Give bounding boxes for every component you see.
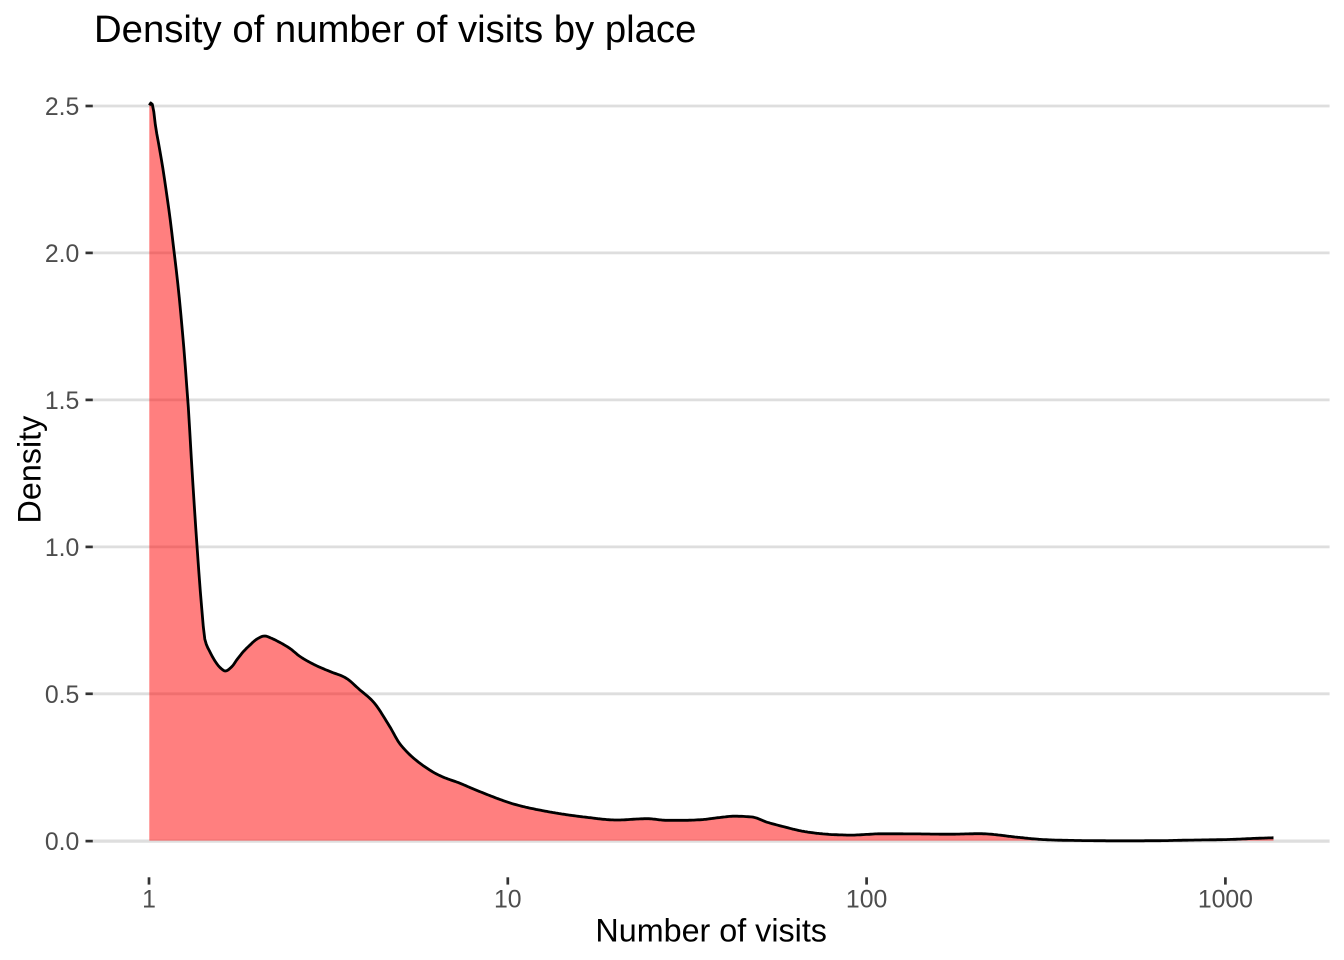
svg-text:1.5: 1.5 xyxy=(45,388,79,415)
svg-text:10: 10 xyxy=(494,887,522,914)
svg-text:0.5: 0.5 xyxy=(45,682,79,709)
svg-text:Number of visits: Number of visits xyxy=(595,913,827,949)
svg-text:Density of number of visits by: Density of number of visits by place xyxy=(94,8,696,51)
svg-text:2.5: 2.5 xyxy=(45,94,79,121)
svg-text:1.0: 1.0 xyxy=(45,535,79,562)
svg-text:1000: 1000 xyxy=(1198,887,1253,914)
svg-text:1: 1 xyxy=(142,887,156,914)
svg-text:100: 100 xyxy=(846,887,887,914)
svg-text:0.0: 0.0 xyxy=(45,829,79,856)
svg-text:2.0: 2.0 xyxy=(45,241,79,268)
svg-text:Density: Density xyxy=(12,415,48,524)
